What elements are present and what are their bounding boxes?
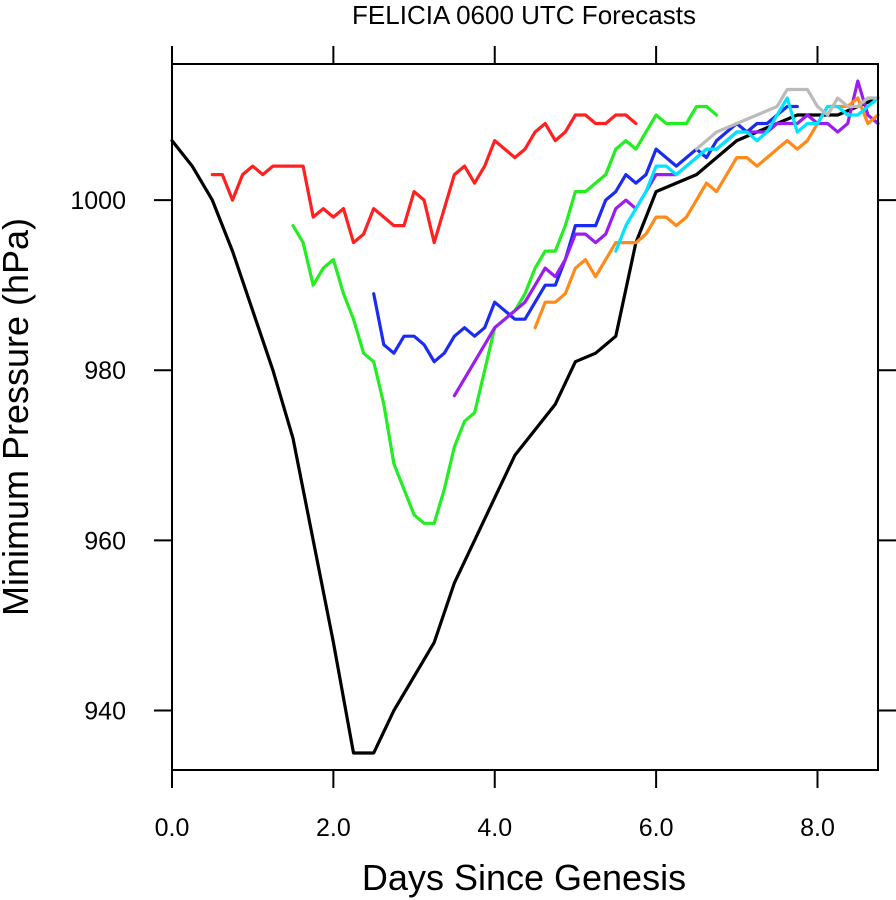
chart-title: FELICIA 0600 UTC Forecasts (352, 0, 696, 30)
series-line-8 (694, 87, 880, 151)
y-tick-label: 980 (84, 357, 126, 385)
series-layer (170, 79, 880, 755)
series-line-4 (372, 104, 799, 364)
y-tick-label: 940 (84, 697, 126, 725)
y-tick-label: 1000 (70, 187, 126, 215)
plot-frame (171, 63, 879, 771)
x-tick-label: 8.0 (800, 814, 835, 842)
axes-layer: 0.0 2.0 4.0 6.0 8.0 940 960 980 1000 (70, 46, 896, 842)
series-line-3 (291, 104, 719, 525)
x-tick-label: 6.0 (639, 814, 674, 842)
x-axis-label: Days Since Genesis (362, 857, 686, 898)
y-tick-label: 960 (84, 527, 126, 555)
series-line-6 (533, 96, 880, 330)
series-line-1 (170, 96, 880, 755)
series-line-2 (210, 113, 638, 245)
x-tick-label: 2.0 (316, 814, 351, 842)
x-tick-label: 4.0 (477, 814, 512, 842)
y-axis-label: Minimum Pressure (hPa) (0, 218, 36, 616)
x-tick-label: 0.0 (155, 814, 190, 842)
